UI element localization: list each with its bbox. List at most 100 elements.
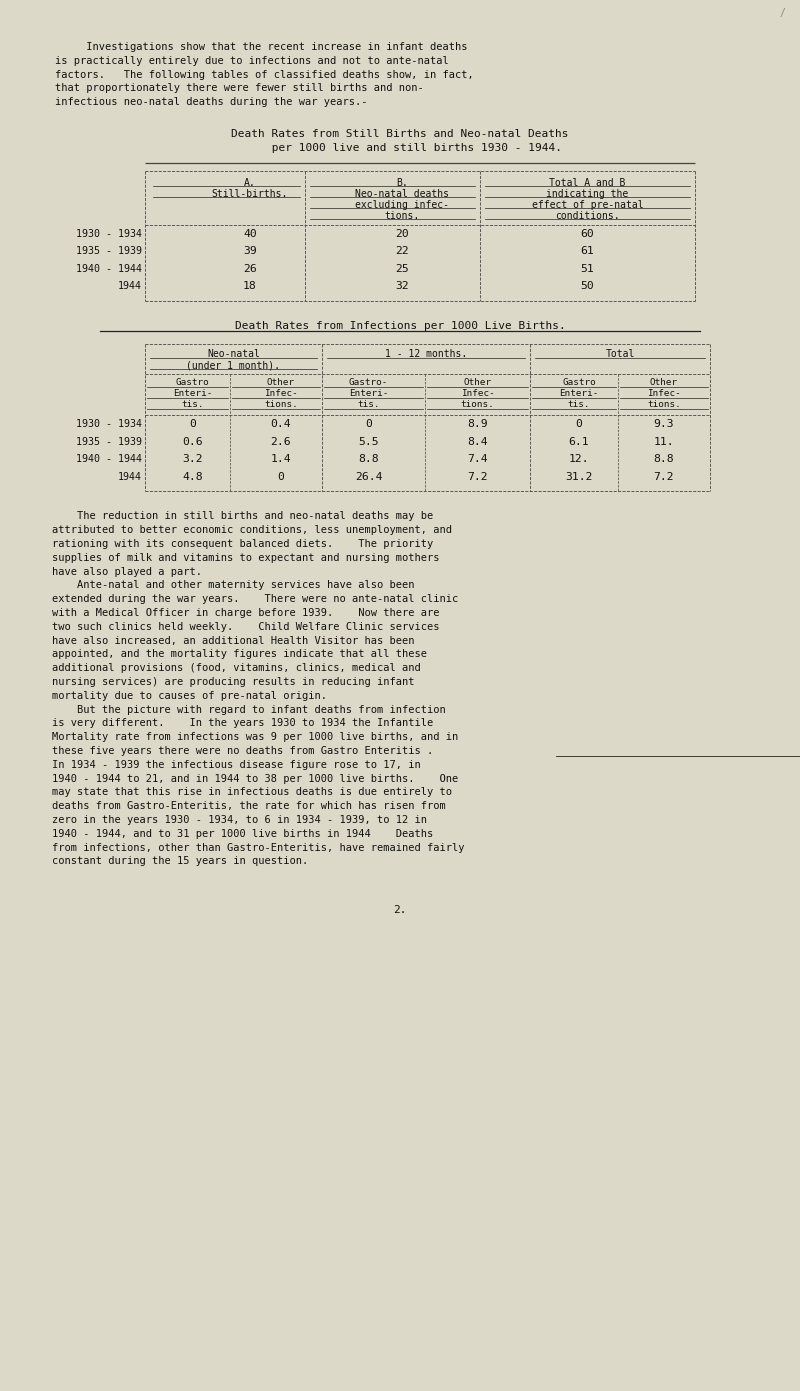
Text: Ante-natal and other maternity services have also been: Ante-natal and other maternity services … bbox=[52, 580, 414, 590]
Text: 2.6: 2.6 bbox=[270, 437, 291, 447]
Text: tis.: tis. bbox=[358, 401, 380, 409]
Text: 1.4: 1.4 bbox=[270, 455, 291, 465]
Text: Total: Total bbox=[606, 349, 634, 359]
Text: 0.4: 0.4 bbox=[270, 420, 291, 430]
Text: per 1000 live and still births 1930 - 1944.: per 1000 live and still births 1930 - 19… bbox=[238, 143, 562, 153]
Text: supplies of milk and vitamins to expectant and nursing mothers: supplies of milk and vitamins to expecta… bbox=[52, 552, 439, 563]
Text: Still-births.: Still-births. bbox=[212, 189, 288, 199]
Text: extended during the war years.    There were no ante-natal clinic: extended during the war years. There wer… bbox=[52, 594, 458, 604]
Text: 26.4: 26.4 bbox=[354, 472, 382, 481]
Text: 8.8: 8.8 bbox=[654, 455, 674, 465]
Text: factors.   The following tables of classified deaths show, in fact,: factors. The following tables of classif… bbox=[55, 70, 474, 79]
Text: 31.2: 31.2 bbox=[566, 472, 593, 481]
Text: attributed to better economic conditions, less unemployment, and: attributed to better economic conditions… bbox=[52, 526, 452, 536]
Text: excluding infec-: excluding infec- bbox=[355, 199, 450, 210]
Text: 7.2: 7.2 bbox=[467, 472, 488, 481]
Text: 25: 25 bbox=[396, 264, 410, 274]
Text: is practically entirely due to infections and not to ante-natal: is practically entirely due to infection… bbox=[55, 56, 449, 65]
Text: 26: 26 bbox=[243, 264, 257, 274]
Text: 50: 50 bbox=[581, 281, 594, 291]
Text: Gastro: Gastro bbox=[562, 378, 596, 388]
Text: Death Rates from Still Births and Neo-natal Deaths: Death Rates from Still Births and Neo-na… bbox=[231, 129, 569, 139]
Text: 12.: 12. bbox=[569, 455, 590, 465]
Text: have also increased, an additional Health Visitor has been: have also increased, an additional Healt… bbox=[52, 636, 414, 645]
Text: nursing services) are producing results in reducing infant: nursing services) are producing results … bbox=[52, 677, 414, 687]
Text: 18: 18 bbox=[243, 281, 257, 291]
Text: is very different.    In the years 1930 to 1934 the Infantile: is very different. In the years 1930 to … bbox=[52, 718, 434, 729]
Text: Gastro: Gastro bbox=[176, 378, 210, 388]
Text: In 1934 - 1939 the infectious disease figure rose to 17, in: In 1934 - 1939 the infectious disease fi… bbox=[52, 759, 421, 769]
Text: with a Medical Officer in charge before 1939.    Now there are: with a Medical Officer in charge before … bbox=[52, 608, 439, 618]
Text: Enteri-: Enteri- bbox=[173, 389, 212, 398]
Text: 60: 60 bbox=[581, 228, 594, 239]
Text: 1940 - 1944, and to 31 per 1000 live births in 1944    Deaths: 1940 - 1944, and to 31 per 1000 live bir… bbox=[52, 829, 434, 839]
Text: tions.: tions. bbox=[264, 401, 298, 409]
Text: 61: 61 bbox=[581, 246, 594, 256]
Text: 51: 51 bbox=[581, 264, 594, 274]
Text: 1935 - 1939: 1935 - 1939 bbox=[76, 437, 142, 447]
Text: zero in the years 1930 - 1934, to 6 in 1934 - 1939, to 12 in: zero in the years 1930 - 1934, to 6 in 1… bbox=[52, 815, 427, 825]
Text: The reduction in still births and neo-natal deaths may be: The reduction in still births and neo-na… bbox=[52, 512, 434, 522]
Text: tions.: tions. bbox=[461, 401, 494, 409]
Text: Death Rates from Infections per 1000 Live Births.: Death Rates from Infections per 1000 Liv… bbox=[234, 320, 566, 331]
Text: 2.: 2. bbox=[394, 906, 406, 915]
Text: A.: A. bbox=[244, 178, 256, 188]
Text: B.: B. bbox=[397, 178, 408, 188]
Text: 40: 40 bbox=[243, 228, 257, 239]
Text: 0: 0 bbox=[189, 420, 196, 430]
Text: 1940 - 1944 to 21, and in 1944 to 38 per 1000 live births.    One: 1940 - 1944 to 21, and in 1944 to 38 per… bbox=[52, 773, 458, 783]
Text: Investigations show that the recent increase in infant deaths: Investigations show that the recent incr… bbox=[55, 42, 467, 51]
Text: effect of pre-natal: effect of pre-natal bbox=[532, 199, 643, 210]
Text: /: / bbox=[779, 8, 785, 18]
Text: 7.2: 7.2 bbox=[654, 472, 674, 481]
Text: 3.2: 3.2 bbox=[182, 455, 203, 465]
Text: 1930 - 1934: 1930 - 1934 bbox=[76, 228, 142, 239]
Text: 0: 0 bbox=[575, 420, 582, 430]
Text: Neo-natal: Neo-natal bbox=[207, 349, 260, 359]
Text: conditions.: conditions. bbox=[555, 210, 620, 221]
Text: Other: Other bbox=[267, 378, 295, 388]
Text: Neo-natal deaths: Neo-natal deaths bbox=[355, 189, 450, 199]
Text: Infec-: Infec- bbox=[647, 389, 681, 398]
Text: may state that this rise in infectious deaths is due entirely to: may state that this rise in infectious d… bbox=[52, 787, 452, 797]
Text: 0: 0 bbox=[365, 420, 372, 430]
Text: two such clinics held weekly.    Child Welfare Clinic services: two such clinics held weekly. Child Welf… bbox=[52, 622, 439, 632]
Text: Enteri-: Enteri- bbox=[559, 389, 598, 398]
Text: 1944: 1944 bbox=[118, 281, 142, 291]
Text: 1930 - 1934: 1930 - 1934 bbox=[76, 420, 142, 430]
Text: Gastro-: Gastro- bbox=[349, 378, 388, 388]
Text: have also played a part.: have also played a part. bbox=[52, 566, 202, 577]
Text: constant during the 15 years in question.: constant during the 15 years in question… bbox=[52, 857, 308, 867]
Text: from infections, other than Gastro-Enteritis, have remained fairly: from infections, other than Gastro-Enter… bbox=[52, 843, 465, 853]
Text: 1 - 12 months.: 1 - 12 months. bbox=[385, 349, 467, 359]
Text: 8.4: 8.4 bbox=[467, 437, 488, 447]
Text: Other: Other bbox=[650, 378, 678, 388]
Text: Other: Other bbox=[463, 378, 491, 388]
Text: Mortality rate from infections was 9 per 1000 live births, and in: Mortality rate from infections was 9 per… bbox=[52, 732, 458, 743]
Text: Enteri-: Enteri- bbox=[349, 389, 388, 398]
Text: deaths from Gastro-Enteritis, the rate for which has risen from: deaths from Gastro-Enteritis, the rate f… bbox=[52, 801, 446, 811]
Text: mortality due to causes of pre-natal origin.: mortality due to causes of pre-natal ori… bbox=[52, 691, 327, 701]
Text: these five years there were no deaths from Gastro Enteritis .: these five years there were no deaths fr… bbox=[52, 746, 434, 755]
Text: 22: 22 bbox=[396, 246, 410, 256]
Text: infectious neo-natal deaths during the war years.-: infectious neo-natal deaths during the w… bbox=[55, 97, 367, 107]
Text: indicating the: indicating the bbox=[546, 189, 629, 199]
Text: 7.4: 7.4 bbox=[467, 455, 488, 465]
Text: 5.5: 5.5 bbox=[358, 437, 379, 447]
Text: 9.3: 9.3 bbox=[654, 420, 674, 430]
Text: Infec-: Infec- bbox=[461, 389, 494, 398]
Text: 8.9: 8.9 bbox=[467, 420, 488, 430]
Text: 1940 - 1944: 1940 - 1944 bbox=[76, 455, 142, 465]
Text: 20: 20 bbox=[396, 228, 410, 239]
Text: 1935 - 1939: 1935 - 1939 bbox=[76, 246, 142, 256]
Text: 0: 0 bbox=[278, 472, 285, 481]
Text: 39: 39 bbox=[243, 246, 257, 256]
Text: 8.8: 8.8 bbox=[358, 455, 379, 465]
Text: tis.: tis. bbox=[568, 401, 590, 409]
Text: additional provisions (food, vitamins, clinics, medical and: additional provisions (food, vitamins, c… bbox=[52, 664, 421, 673]
Text: 6.1: 6.1 bbox=[569, 437, 590, 447]
Text: 32: 32 bbox=[396, 281, 410, 291]
Text: 0.6: 0.6 bbox=[182, 437, 203, 447]
Text: 1944: 1944 bbox=[118, 472, 142, 481]
Text: tis.: tis. bbox=[182, 401, 204, 409]
